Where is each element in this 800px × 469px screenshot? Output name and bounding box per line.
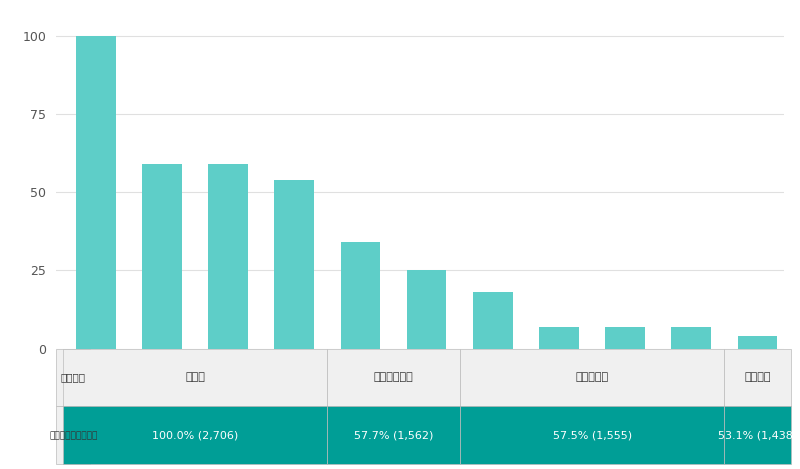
Bar xyxy=(208,164,248,348)
Bar xyxy=(725,348,790,407)
Bar xyxy=(327,407,460,464)
Text: 初回アポ: 初回アポ xyxy=(744,372,770,383)
Bar xyxy=(142,164,182,348)
Bar xyxy=(606,326,645,348)
Bar xyxy=(406,271,446,348)
Bar xyxy=(62,407,327,464)
Bar xyxy=(327,348,460,407)
Bar xyxy=(460,407,725,464)
Bar xyxy=(56,407,90,464)
Bar xyxy=(671,326,711,348)
Text: 案件維持率（件数）: 案件維持率（件数） xyxy=(49,431,98,440)
Bar xyxy=(473,292,513,348)
Bar xyxy=(539,326,579,348)
Text: 57.7% (1,562): 57.7% (1,562) xyxy=(354,431,434,440)
Text: 57.5% (1,555): 57.5% (1,555) xyxy=(553,431,632,440)
Bar xyxy=(460,348,725,407)
Bar xyxy=(738,336,778,348)
Bar xyxy=(56,348,90,407)
Bar xyxy=(341,242,380,348)
Text: 100.0% (2,706): 100.0% (2,706) xyxy=(152,431,238,440)
Text: アポ調整中: アポ調整中 xyxy=(575,372,609,383)
Bar xyxy=(274,180,314,348)
Text: 53.1% (1,438): 53.1% (1,438) xyxy=(718,431,797,440)
Bar xyxy=(725,407,790,464)
Bar xyxy=(76,36,115,348)
Text: 有効コネクト: 有効コネクト xyxy=(374,372,414,383)
Text: リード: リード xyxy=(185,372,205,383)
Bar xyxy=(62,348,327,407)
Text: フェーズ: フェーズ xyxy=(61,372,86,383)
